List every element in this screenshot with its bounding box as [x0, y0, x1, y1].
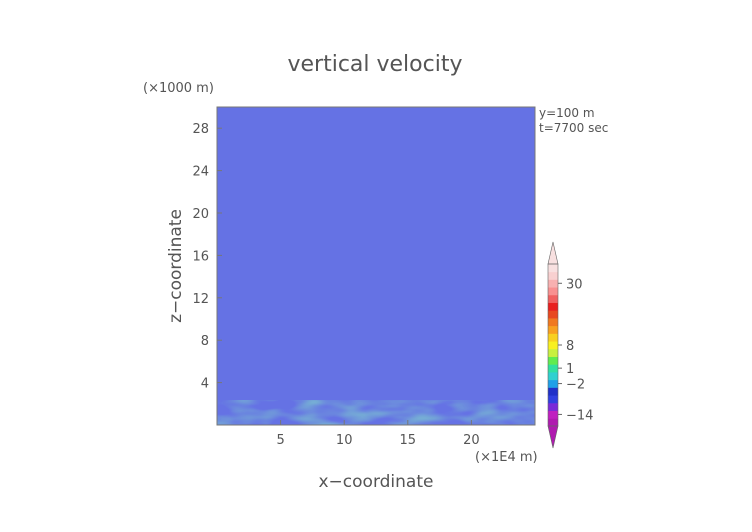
colorbar-tick-label: 30 [566, 277, 583, 292]
colorbar-swatch [548, 402, 558, 411]
colorbar: 30 8 1−2 −14 [547, 241, 593, 449]
colorbar-swatch [548, 418, 558, 427]
y-axis-label: z−coordinate [166, 209, 186, 323]
colorbar-swatch [548, 279, 558, 288]
colorbar-swatch [548, 310, 558, 319]
colorbar-tick-label: −2 [566, 378, 585, 393]
x-tick-label: 5 [276, 433, 284, 448]
y-tick-label: 16 [192, 249, 209, 264]
colorbar-swatch [548, 395, 558, 404]
colorbar-extend-top [547, 241, 559, 265]
x-unit-label: (×1E4 m) [475, 450, 538, 465]
colorbar-tick-label: −14 [566, 408, 593, 423]
annotation-y: y=100 m [539, 106, 595, 120]
x-axis-ticks: 5 10 15 20 [276, 420, 480, 448]
x-tick-label: 20 [463, 433, 480, 448]
colorbar-swatch [548, 364, 558, 373]
colorbar-swatch [548, 333, 558, 342]
colorbar-swatch [548, 271, 558, 280]
colorbar-swatch [548, 294, 558, 303]
annotation-t: t=7700 sec [539, 121, 608, 135]
y-tick-label: 8 [201, 334, 209, 349]
colorbar-tick-label: 1 [566, 362, 574, 377]
colorbar-swatch [548, 356, 558, 365]
colorbar-swatch [548, 302, 558, 311]
x-axis-label: x−coordinate [319, 472, 434, 492]
x-tick-label: 10 [336, 433, 353, 448]
colorbar-swatch [548, 410, 558, 419]
colorbar-swatch [548, 325, 558, 334]
colorbar-swatch [548, 318, 558, 327]
colorbar-swatch [548, 287, 558, 296]
colorbar-swatch [548, 379, 558, 388]
colorbar-extend-bottom [547, 425, 559, 449]
y-unit-label: (×1000 m) [143, 81, 214, 96]
x-tick-label: 15 [400, 433, 417, 448]
y-tick-label: 24 [192, 165, 209, 180]
plot-area [216, 106, 536, 426]
colorbar-swatch [548, 387, 558, 396]
y-tick-label: 12 [192, 292, 209, 307]
colorbar-swatch [548, 372, 558, 381]
y-tick-label: 28 [192, 122, 209, 137]
y-tick-label: 20 [192, 207, 209, 222]
colorbar-swatch [548, 264, 558, 273]
y-axis-ticks: 4 8 12 16 20 24 28 [192, 122, 222, 392]
colorbar-swatch [548, 341, 558, 350]
colorbar-swatch [548, 348, 558, 357]
colorbar-tick-label: 8 [566, 339, 574, 354]
chart-title: vertical velocity [287, 52, 462, 77]
y-tick-label: 4 [201, 377, 209, 392]
